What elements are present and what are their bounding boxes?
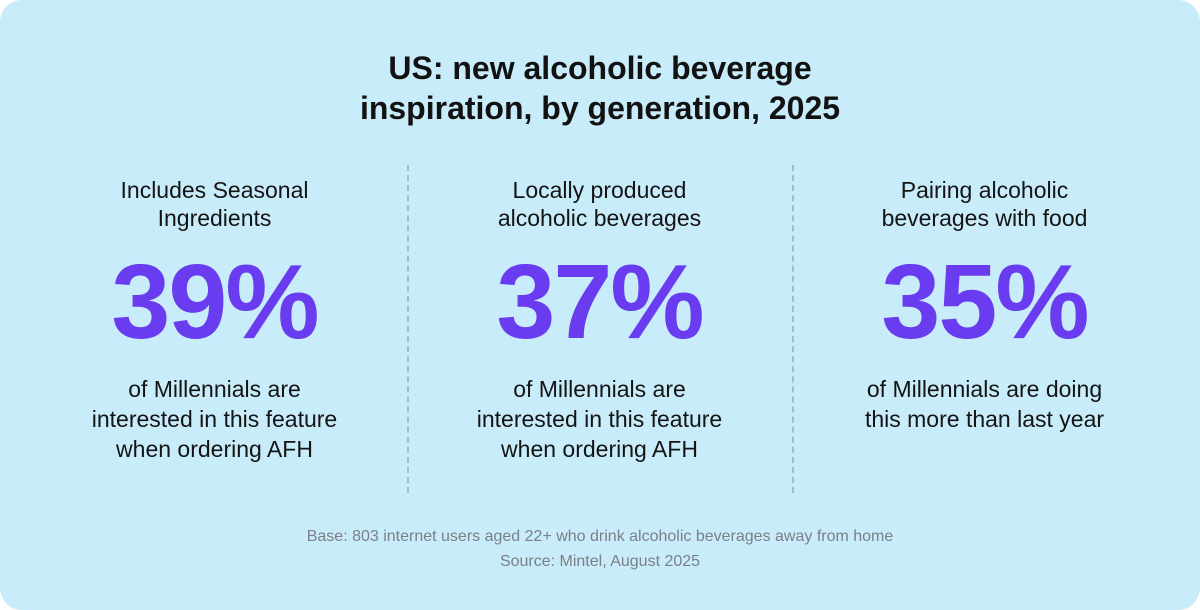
stat-heading: Ingredients (157, 205, 272, 231)
stat-value: 39% (111, 243, 319, 361)
stat-description: of Millennials are doing (866, 376, 1103, 402)
stat-description: of Millennials are (513, 376, 686, 402)
stat-heading: beverages with food (881, 205, 1088, 231)
stat-value: 35% (881, 243, 1089, 361)
stat-column: Includes Seasonal Ingredients 39% of Millen… (22, 0, 407, 610)
stat-heading: alcoholic beverages (497, 205, 702, 231)
title-line: US: new alcoholic beverage (388, 50, 812, 86)
title-line: inspiration, by generation, 2025 (359, 90, 841, 126)
stat-column: Locally produced alcoholic beverages 37% of… (407, 0, 792, 610)
stat-heading: Pairing alcoholic (900, 177, 1069, 203)
stat-description: when ordering AFH (116, 436, 313, 462)
stat-heading: Includes Seasonal (120, 177, 309, 203)
stat-value: 37% (496, 243, 704, 361)
footnote: Base: 803 internet users aged 22+ who dr… (306, 528, 894, 545)
stat-heading: Locally produced (512, 177, 687, 203)
stat-description: this more than last year (864, 406, 1105, 432)
divider (407, 165, 409, 493)
divider (792, 165, 794, 493)
stat-description: when ordering AFH (501, 436, 698, 462)
stat-description: interested in this feature (476, 406, 723, 432)
stat-description: of Millennials are (128, 376, 301, 402)
stat-description: interested in this feature (91, 406, 338, 432)
stat-column: Pairing alcoholic beverages with food 35% o… (792, 0, 1177, 610)
footnote: Source: Mintel, August 2025 (499, 553, 701, 570)
